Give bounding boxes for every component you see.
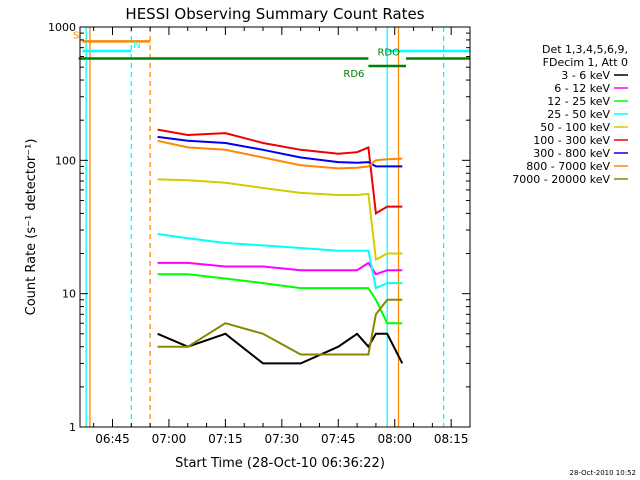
legend-label: 12 - 25 keV <box>547 95 610 108</box>
axes: 1 10 100 1000 06:45 07:00 07:15 07:30 07:45 08:00… <box>48 21 471 446</box>
series-line-1 <box>157 261 403 276</box>
x-axis-label: Start Time (28-Oct-10 06:36:22) <box>175 456 385 471</box>
flag-label-rdo: RDO <box>377 48 400 59</box>
series-line-8 <box>157 298 403 356</box>
plot-area: S N RDO RD6 <box>73 27 470 427</box>
legend-header-line: Det 1,3,4,5,6,9, <box>542 43 628 56</box>
x-tick-label: 07:45 <box>321 432 356 446</box>
legend-label: 800 - 7000 keV <box>526 160 610 173</box>
flag-label-s: S <box>73 30 79 41</box>
series-line-7 <box>157 139 403 170</box>
chart-title: HESSI Observing Summary Count Rates <box>125 5 424 23</box>
y-tick-label: 10 <box>62 288 76 301</box>
legend-label: 25 - 50 keV <box>547 108 610 121</box>
x-tick-label: 07:30 <box>265 432 300 446</box>
x-tick-label: 07:00 <box>152 432 187 446</box>
legend-label: 6 - 12 keV <box>554 82 610 95</box>
series-line-6 <box>157 135 403 168</box>
legend-label: 3 - 6 keV <box>561 69 610 82</box>
x-tick-label: 08:00 <box>377 432 412 446</box>
series-line-2 <box>157 273 403 325</box>
plot-frame <box>79 26 471 428</box>
x-tick-label: 06:45 <box>95 432 130 446</box>
series-line-4 <box>157 178 403 262</box>
legend-header-line: FDecim 1, Att 0 <box>543 56 628 69</box>
legend-label: 50 - 100 keV <box>540 121 610 134</box>
timestamp: 28-Oct-2010 10:52 <box>570 469 636 477</box>
y-tick-label: 1 <box>69 421 76 434</box>
series-line-0 <box>157 332 404 365</box>
legend-label: 7000 - 20000 keV <box>512 173 610 186</box>
flag-label-rd6: RD6 <box>343 69 364 80</box>
series-line-3 <box>157 233 403 290</box>
x-tick-label: 08:15 <box>434 432 469 446</box>
series-line-5 <box>157 128 403 216</box>
legend-label: 100 - 300 keV <box>533 134 610 147</box>
legend: Det 1,3,4,5,6,9,FDecim 1, Att 03 - 6 keV… <box>512 43 628 186</box>
flag-label-n: N <box>133 40 140 51</box>
y-tick-label: 1000 <box>48 21 76 34</box>
y-axis-label: Count Rate (s⁻¹ detector⁻¹) <box>24 139 39 316</box>
y-tick-label: 100 <box>55 154 76 167</box>
legend-label: 300 - 800 keV <box>533 147 610 160</box>
x-tick-label: 07:15 <box>208 432 243 446</box>
